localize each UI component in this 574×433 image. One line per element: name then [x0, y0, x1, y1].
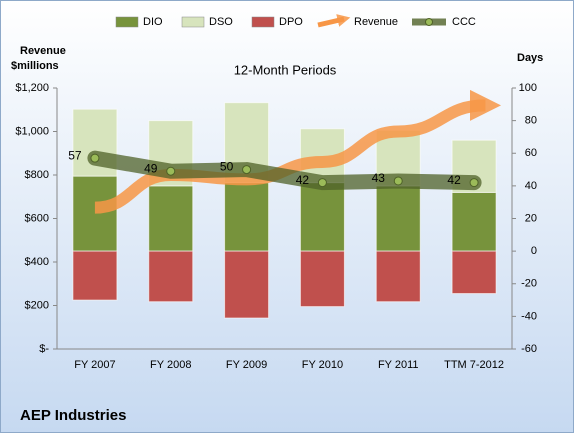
- y-tick-label: $1,000: [15, 125, 49, 137]
- x-tick-label: FY 2007: [74, 359, 115, 371]
- bar: [299, 250, 345, 308]
- y-tick-label: $1,200: [15, 82, 49, 94]
- y-tick-label: $200: [25, 299, 49, 311]
- legend-swatch: [115, 16, 139, 28]
- ccc-marker: [90, 153, 100, 163]
- y2-tick-label: 100: [519, 82, 537, 94]
- y2-tick-label: 60: [525, 147, 537, 159]
- legend-label: DSO: [209, 16, 233, 28]
- data-label: 43: [372, 171, 386, 185]
- y-tick-label: $600: [25, 212, 49, 224]
- chart-subtitle: 12-Month Periods: [234, 62, 337, 77]
- legend-swatch: [317, 14, 351, 28]
- y2-tick-label: 40: [525, 180, 537, 192]
- legend-label: Revenue: [354, 16, 398, 28]
- y-axis-label: $millions: [11, 60, 59, 72]
- bar: [148, 250, 194, 303]
- bar: [299, 182, 345, 252]
- x-tick-label: FY 2011: [378, 359, 419, 371]
- y2-tick-label: 20: [525, 212, 537, 224]
- bar: [72, 250, 118, 301]
- y2-tick-label: -60: [521, 343, 537, 355]
- data-label: 49: [144, 161, 158, 175]
- legend-swatch: [251, 16, 275, 28]
- chart-title: AEP Industries: [20, 407, 126, 424]
- ccc-marker: [469, 178, 479, 188]
- bar: [375, 250, 421, 303]
- x-tick-label: FY 2010: [302, 359, 343, 371]
- legend-label: DPO: [279, 16, 303, 28]
- bar: [451, 191, 497, 252]
- x-tick-label: TTM 7-2012: [444, 359, 504, 371]
- legend-swatch: [425, 18, 433, 26]
- ccc-marker: [242, 165, 252, 175]
- data-label: 50: [220, 160, 234, 174]
- y-tick-label: $800: [25, 169, 49, 181]
- ccc-line: [87, 150, 482, 191]
- y-axis-label: Revenue: [20, 45, 66, 57]
- y2-tick-label: -20: [521, 278, 537, 290]
- x-tick-label: FY 2009: [226, 359, 267, 371]
- revenue-arrow: [94, 89, 502, 214]
- y-tick-label: $-: [39, 343, 49, 355]
- ccc-marker: [317, 178, 327, 188]
- bar: [224, 250, 270, 319]
- ccc-marker: [166, 166, 176, 176]
- data-label: 57: [68, 148, 82, 162]
- bar: [451, 250, 497, 295]
- y2-tick-label: -40: [521, 310, 537, 322]
- bar: [224, 182, 270, 252]
- ccc-marker: [393, 176, 403, 186]
- y2-axis-label: Days: [517, 52, 543, 64]
- legend-swatch: [181, 16, 205, 28]
- y-tick-label: $400: [25, 256, 49, 268]
- legend-label: DIO: [143, 16, 163, 28]
- y2-tick-label: 0: [531, 245, 537, 257]
- legend-label: CCC: [452, 16, 476, 28]
- x-tick-label: FY 2008: [150, 359, 191, 371]
- data-label: 42: [296, 173, 310, 187]
- y2-tick-label: 80: [525, 115, 537, 127]
- data-label: 42: [447, 173, 461, 187]
- bar: [148, 185, 194, 252]
- bar: [375, 185, 421, 252]
